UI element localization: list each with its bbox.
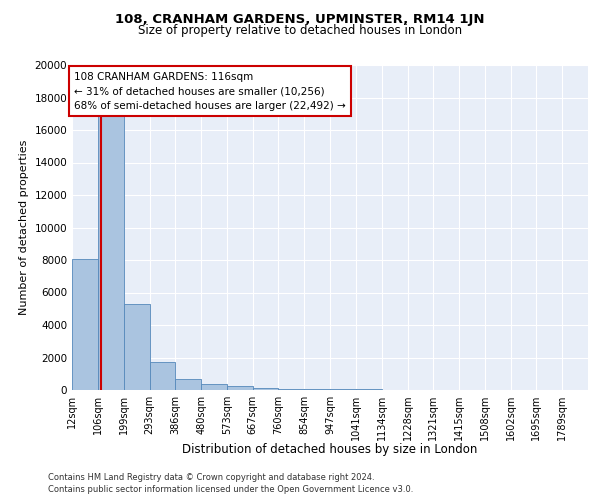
Y-axis label: Number of detached properties: Number of detached properties: [19, 140, 29, 315]
Text: 108, CRANHAM GARDENS, UPMINSTER, RM14 1JN: 108, CRANHAM GARDENS, UPMINSTER, RM14 1J…: [115, 12, 485, 26]
Text: 108 CRANHAM GARDENS: 116sqm
← 31% of detached houses are smaller (10,256)
68% of: 108 CRANHAM GARDENS: 116sqm ← 31% of det…: [74, 72, 346, 111]
Bar: [201, 384, 227, 390]
Bar: [304, 389, 330, 390]
Bar: [253, 388, 278, 390]
X-axis label: Distribution of detached houses by size in London: Distribution of detached houses by size …: [182, 443, 478, 456]
Text: Size of property relative to detached houses in London: Size of property relative to detached ho…: [138, 24, 462, 37]
Bar: [124, 304, 149, 390]
Bar: [149, 362, 175, 390]
Bar: [278, 388, 304, 390]
Bar: [72, 259, 98, 390]
Bar: [175, 378, 201, 390]
Text: Contains HM Land Registry data © Crown copyright and database right 2024.: Contains HM Land Registry data © Crown c…: [48, 474, 374, 482]
Bar: [227, 386, 253, 390]
Bar: [98, 114, 124, 390]
Text: Contains public sector information licensed under the Open Government Licence v3: Contains public sector information licen…: [48, 485, 413, 494]
Bar: [330, 389, 356, 390]
